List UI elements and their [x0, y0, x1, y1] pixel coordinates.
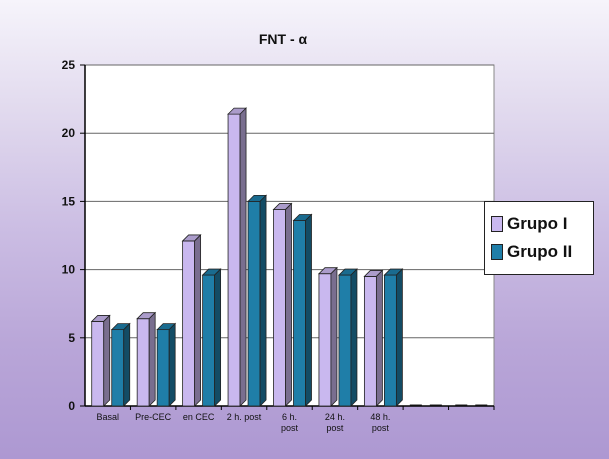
x-tick-label: en CEC — [183, 412, 215, 422]
y-tick-label: 25 — [62, 58, 76, 72]
bar-side — [103, 314, 111, 407]
bar — [182, 240, 196, 407]
bar — [111, 329, 125, 407]
bar-side — [194, 233, 202, 407]
bar-side — [239, 107, 247, 407]
bar — [91, 321, 105, 407]
bar — [293, 220, 306, 407]
bar-side — [285, 202, 292, 407]
legend: Grupo I Grupo II — [484, 201, 594, 275]
legend-swatch-grupo-i — [491, 216, 503, 232]
y-tick-label: 10 — [62, 263, 76, 277]
bar-side — [123, 322, 131, 407]
bar — [318, 273, 332, 407]
chart-title: FNT - α — [259, 31, 308, 47]
bar-side — [214, 268, 222, 407]
bar-side — [330, 266, 338, 407]
bar-side — [305, 213, 312, 407]
bar-side — [148, 311, 156, 407]
y-tick-label: 20 — [62, 126, 76, 140]
x-tick-label: Basal — [96, 412, 119, 422]
bar — [247, 200, 261, 407]
bar — [136, 318, 150, 407]
bar-side — [168, 322, 176, 407]
y-tick-label: 15 — [62, 194, 76, 208]
bar — [227, 113, 241, 407]
legend-item-grupo-ii: Grupo II — [491, 238, 593, 266]
bar-side — [375, 269, 383, 407]
x-tick-label: 2 h. post — [227, 412, 262, 422]
bar — [156, 329, 170, 407]
legend-swatch-grupo-ii — [491, 244, 503, 260]
bar-side — [259, 194, 267, 407]
x-tick-label: 48 h. post — [370, 412, 390, 433]
bar — [273, 209, 286, 407]
legend-label-grupo-i: Grupo I — [507, 214, 568, 233]
bar-side — [350, 268, 358, 407]
bar-side — [395, 268, 403, 407]
y-tick-label: 5 — [68, 331, 75, 345]
x-tick-label: 24 h. post — [325, 412, 345, 433]
bar — [363, 276, 377, 407]
legend-item-grupo-i: Grupo I — [491, 210, 593, 238]
y-tick-label: 0 — [68, 399, 75, 413]
plot-area: 0 5 10 15 20 25 Basal Pre-CEC en CEC 2 h. post 6 h… — [62, 58, 495, 433]
bar — [383, 274, 397, 407]
bar — [202, 274, 216, 407]
legend-label-grupo-ii: Grupo II — [507, 242, 573, 261]
x-tick-label: Pre-CEC — [135, 412, 172, 422]
x-tick-label: 6 h. post — [281, 412, 299, 433]
bar — [338, 274, 352, 407]
